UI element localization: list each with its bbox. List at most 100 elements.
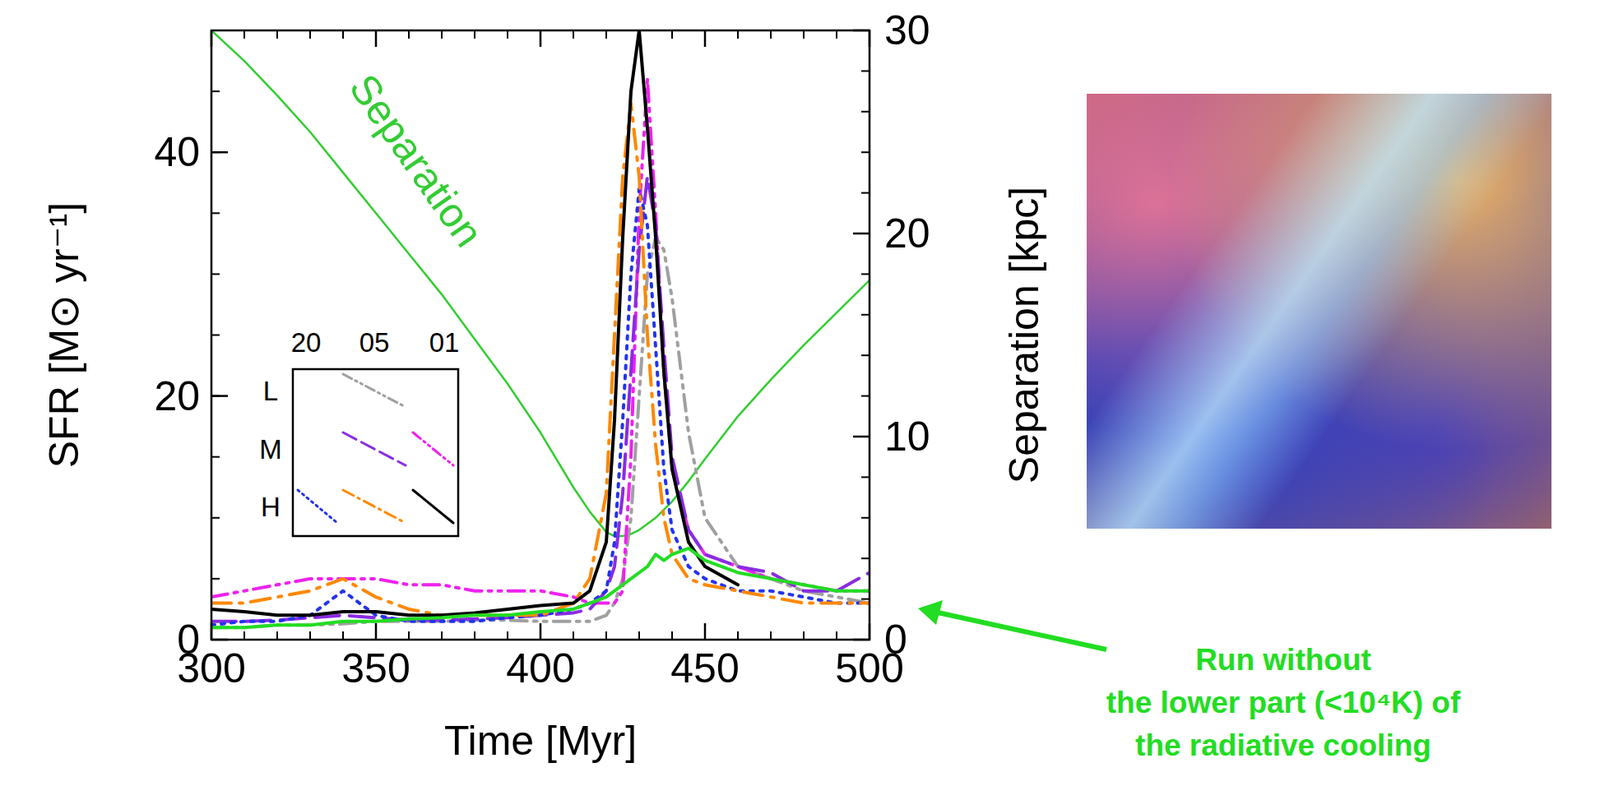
x-minor-tick: [704, 631, 706, 640]
sfr-line: [211, 548, 870, 628]
annotation: Run without: [1195, 643, 1372, 678]
x-minor-tick: [440, 30, 443, 39]
y-tick: [211, 394, 228, 398]
x-axis-title: Time [Myr]: [444, 718, 637, 765]
y2-tick: [853, 435, 870, 439]
y2-tick-label: 20: [884, 210, 931, 257]
y-minor-tick: [211, 29, 220, 32]
x-minor-tick: [408, 631, 410, 640]
x-minor-tick: [506, 631, 509, 640]
x-minor-tick: [769, 30, 772, 39]
simulation-image: [1086, 93, 1552, 529]
y-axis-title: SFR [M⊙ yr⁻¹]: [41, 202, 88, 469]
x-minor-tick: [605, 631, 608, 640]
x-minor-tick: [539, 631, 542, 640]
legend-line: [297, 490, 338, 524]
x-minor-tick: [375, 30, 377, 39]
x-tick: [704, 623, 707, 640]
legend-line: [343, 432, 406, 466]
x-tick-label: 350: [341, 645, 410, 692]
y2-minor-tick: [861, 69, 870, 72]
x-tick-top: [539, 30, 543, 47]
legend-line: [412, 490, 454, 524]
x-tick: [868, 623, 872, 640]
x-minor-tick: [868, 631, 871, 640]
x-minor-tick: [276, 631, 279, 640]
annotation-arrowhead: [918, 600, 943, 626]
x-minor-tick: [440, 631, 443, 640]
x-minor-tick: [309, 631, 311, 640]
x-minor-tick: [408, 30, 410, 39]
y2-tick: [853, 232, 870, 236]
legend-row-label: H: [260, 491, 281, 523]
sfr-line: [211, 189, 870, 627]
y-minor-tick: [211, 151, 220, 154]
y2-minor-tick: [861, 395, 870, 398]
x-minor-tick: [704, 30, 706, 39]
separation-line: [211, 30, 870, 537]
y-minor-tick: [211, 578, 220, 580]
x-minor-tick: [506, 30, 509, 39]
y2-axis-title: Separation [kpc]: [1001, 186, 1048, 484]
y-tick-label: 0: [176, 616, 200, 664]
x-minor-tick: [638, 631, 640, 640]
x-tick: [375, 623, 378, 640]
x-tick: [210, 623, 214, 640]
x-minor-tick: [572, 631, 575, 640]
legend-column-label: 01: [429, 327, 460, 358]
y2-tick-label: 0: [884, 616, 908, 664]
y2-minor-tick: [861, 314, 870, 316]
x-minor-tick: [868, 30, 871, 39]
y2-minor-tick: [861, 435, 870, 438]
legend-line: [412, 432, 454, 466]
y2-minor-tick: [861, 354, 870, 357]
x-minor-tick: [802, 30, 805, 39]
y-tick-label: 20: [153, 373, 200, 420]
x-minor-tick: [342, 30, 344, 39]
legend-row-label: M: [259, 434, 283, 465]
x-minor-tick: [375, 631, 377, 640]
legend-column-label: 20: [291, 327, 322, 358]
legend-line: [343, 490, 406, 524]
x-minor-tick: [539, 30, 542, 39]
x-minor-tick: [737, 631, 739, 640]
sfr-line: [211, 237, 870, 628]
annotation: the lower part (<10⁴K) of: [1106, 686, 1461, 720]
x-minor-tick: [605, 30, 608, 39]
x-minor-tick: [671, 30, 673, 39]
x-minor-tick: [243, 30, 246, 39]
x-minor-tick: [473, 30, 476, 39]
y-tick: [211, 151, 228, 154]
y2-minor-tick: [861, 151, 870, 154]
y2-minor-tick: [861, 476, 870, 478]
legend-line: [343, 374, 406, 408]
x-minor-tick: [243, 631, 246, 640]
x-minor-tick: [802, 631, 805, 640]
annotation: the radiative cooling: [1135, 728, 1432, 763]
legend-column-label: 05: [359, 327, 390, 358]
y-minor-tick: [211, 456, 220, 459]
y-minor-tick: [211, 212, 220, 214]
y-tick-label: 40: [153, 129, 200, 176]
y-minor-tick: [211, 395, 220, 398]
x-tick-label: 450: [670, 645, 739, 692]
x-minor-tick: [342, 631, 344, 640]
y-minor-tick: [211, 517, 220, 520]
y2-minor-tick: [861, 639, 870, 641]
x-minor-tick: [835, 631, 838, 640]
x-minor-tick: [835, 30, 838, 39]
chart: 300350400450500020400102030SFR [M⊙ yr⁻¹]…: [0, 0, 1600, 786]
y2-minor-tick: [861, 517, 870, 520]
sfr-line: [211, 103, 870, 616]
sfr-line: [211, 176, 870, 622]
inset-legend-box: [292, 369, 459, 537]
y-minor-tick: [211, 639, 220, 641]
series-label: Separation: [340, 65, 493, 256]
y2-minor-tick: [861, 598, 870, 601]
x-minor-tick: [309, 30, 311, 39]
y2-tick-label: 30: [884, 7, 931, 54]
y2-minor-tick: [861, 273, 870, 275]
x-tick-top: [375, 30, 378, 47]
y-minor-tick: [211, 90, 220, 93]
x-minor-tick: [210, 631, 213, 640]
